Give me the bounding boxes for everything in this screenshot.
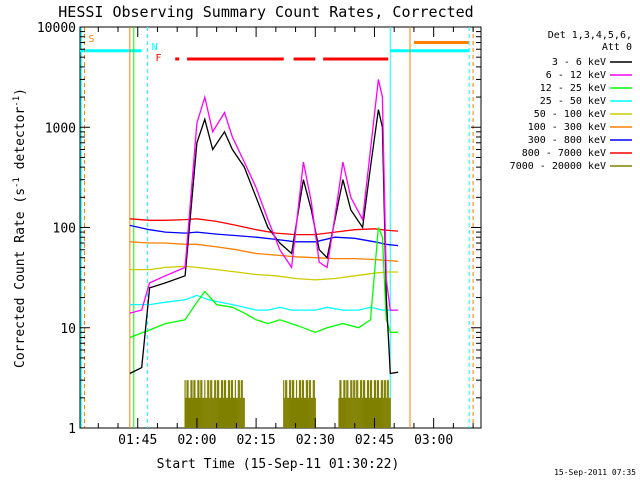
marker-label-f: F <box>156 53 162 64</box>
x-tick-label: 03:00 <box>414 433 453 448</box>
y-axis-label-b: detector <box>13 107 28 178</box>
x-tick-label: 02:30 <box>296 433 335 448</box>
y-axis-label-sup2: -1 <box>12 96 22 107</box>
legend-item-label: 12 - 25 keV <box>540 83 606 94</box>
series-800-7000-kev <box>129 218 399 236</box>
background-lines: S NF <box>80 27 474 428</box>
y-axis-label-a: Corrected Count Rate (s <box>13 188 28 368</box>
legend: Det 1,3,4,5,6,Att 0 3 - 6 keV 6 - 12 keV 12… <box>510 30 632 172</box>
legend-item-label: 6 - 12 keV <box>546 70 606 81</box>
y-axis-label-sup1: -1 <box>12 177 22 188</box>
chart-title: HESSI Observing Summary Count Rates, Cor… <box>58 3 473 21</box>
legend-title-line: Att 0 <box>602 42 632 53</box>
x-tick-label: 01:45 <box>118 433 157 448</box>
x-tick-label: 02:15 <box>237 433 276 448</box>
series-12-25-kev <box>129 227 399 339</box>
series-7000-20000-kev <box>184 380 391 428</box>
y-tick-label: 100 <box>53 222 76 237</box>
series-6-12-kev <box>129 79 399 314</box>
axes-group: 01:45 02:00 02:15 02:30 02:45 03:00 1 10 100 1000… <box>37 21 481 448</box>
y-tick-label: 1 <box>68 422 76 437</box>
legend-title-line: Det 1,3,4,5,6, <box>548 30 632 41</box>
series-100-300-kev <box>129 241 399 262</box>
legend-item-label: 25 - 50 keV <box>540 96 606 107</box>
series-50-100-kev <box>129 265 399 281</box>
footer-timestamp: 15-Sep-2011 07:35 <box>554 468 636 477</box>
legend-item-label: 800 - 7000 keV <box>522 148 606 159</box>
x-tick-label: 02:45 <box>355 433 394 448</box>
y-tick-label: 1000 <box>45 121 76 136</box>
legend-item-label: 50 - 100 keV <box>534 109 606 120</box>
series-300-800-kev <box>129 224 399 247</box>
marker-label-s: S <box>88 34 94 45</box>
y-axis-label: Corrected Count Rate (s-1 detector-1) <box>12 88 28 368</box>
series-3-6-kev <box>129 109 399 375</box>
legend-item-label: 7000 - 20000 keV <box>510 161 606 172</box>
x-tick-label: 02:00 <box>177 433 216 448</box>
marker-label-n: N <box>152 42 158 53</box>
y-tick-label: 10 <box>60 322 76 337</box>
y-tick-label: 10000 <box>37 21 76 36</box>
series-25-50-kev <box>129 294 399 311</box>
x-axis-label: Start Time (15-Sep-11 01:30:22) <box>157 457 400 472</box>
legend-item-label: 300 - 800 keV <box>528 135 606 146</box>
series-group <box>129 79 399 428</box>
legend-item-label: 100 - 300 keV <box>528 122 606 133</box>
legend-item-label: 3 - 6 keV <box>552 57 606 68</box>
y-axis-label-c: ) <box>13 88 28 96</box>
